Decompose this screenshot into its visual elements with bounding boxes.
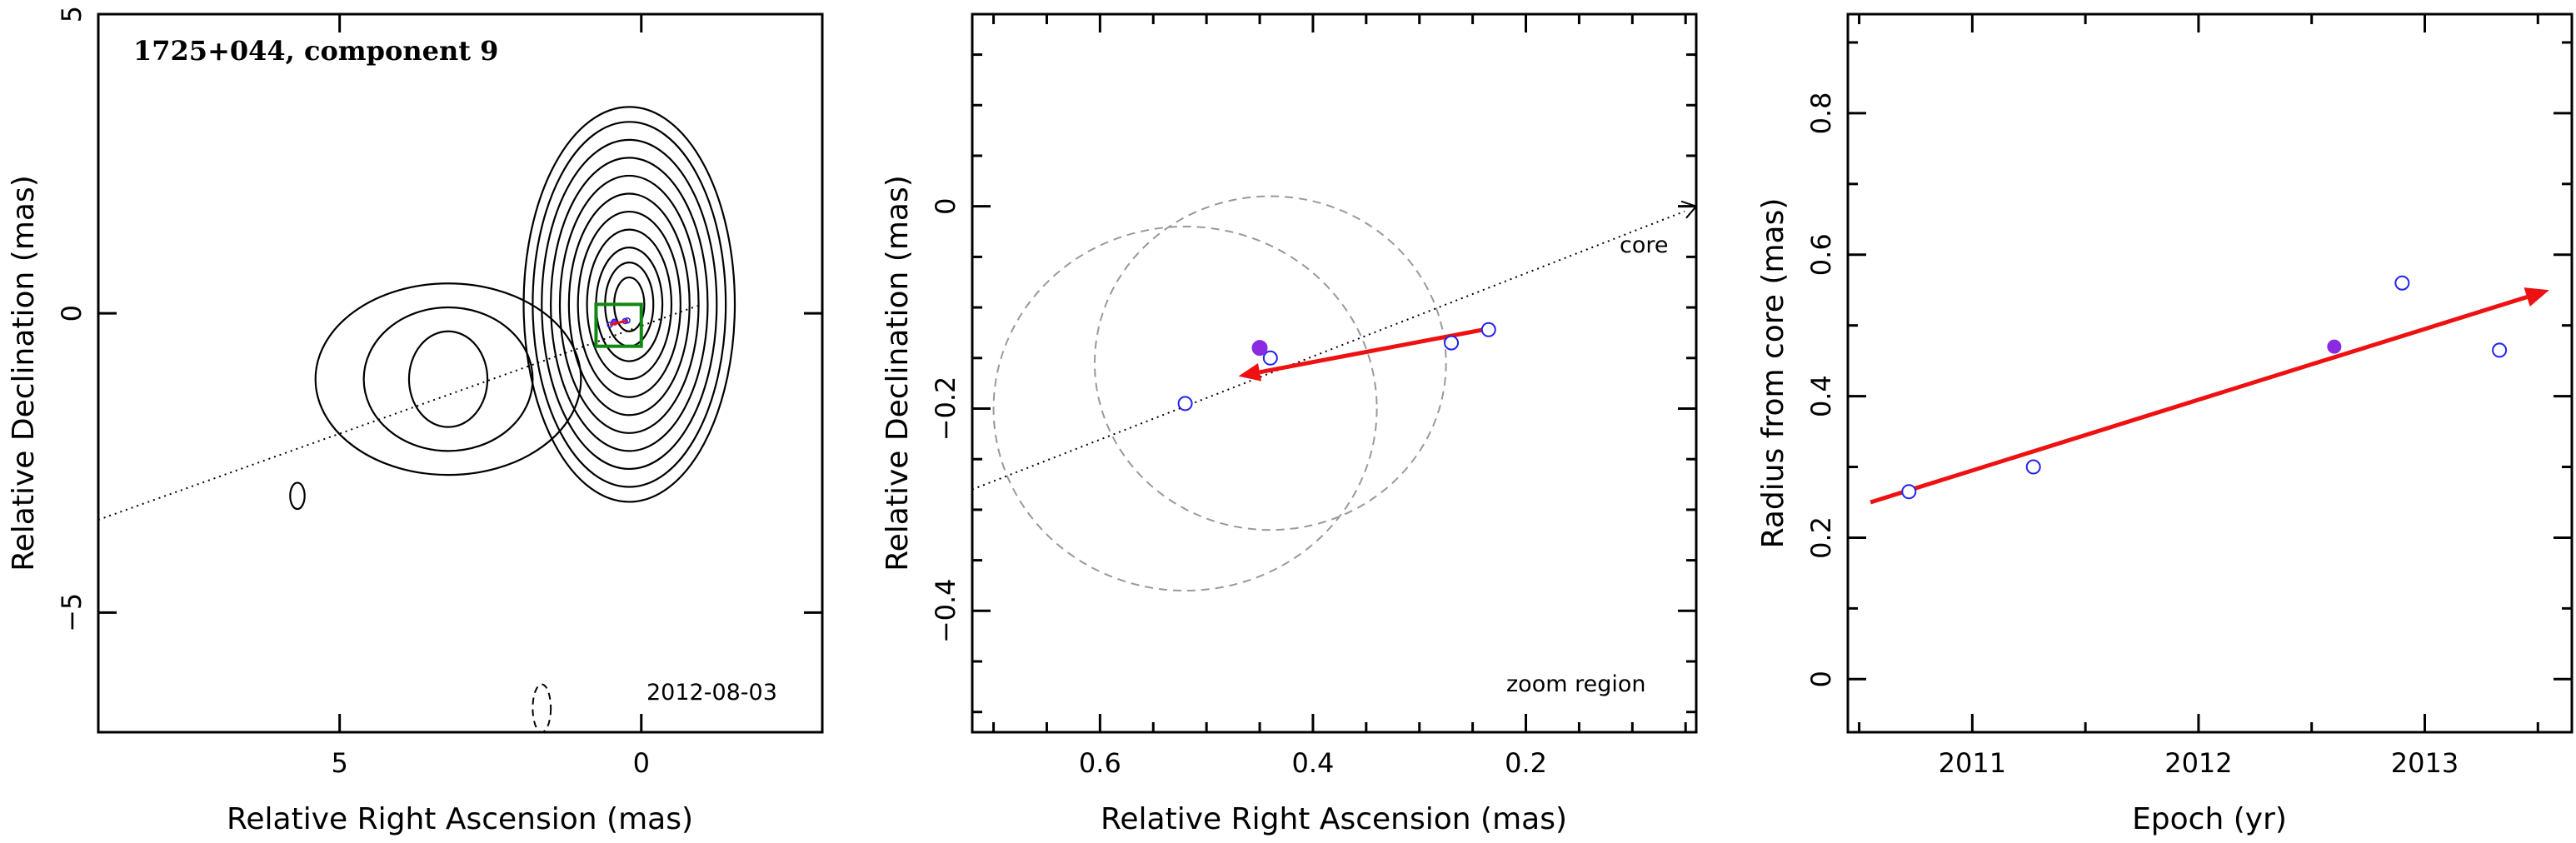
x-tick-label: 2011	[1939, 747, 2006, 779]
zoom-y-axis-label: Relative Declination (mas)	[881, 175, 915, 571]
contour-y-ticks: 5 0 −5	[56, 6, 822, 632]
contour-line-core	[558, 174, 700, 434]
zoom-region-label: zoom region	[1506, 671, 1645, 697]
contour-x-axis-label: Relative Right Ascension (mas)	[227, 802, 693, 836]
radius-plot-frame	[1846, 12, 2574, 734]
core-direction-arrowhead	[1680, 200, 1698, 219]
zoom-box	[594, 302, 643, 348]
radius-point-open	[2394, 275, 2410, 291]
y-tick-label: −5	[56, 593, 87, 632]
contour-plot-frame	[97, 12, 824, 734]
position-point-open	[1262, 350, 1278, 366]
zoom-plot-area	[971, 195, 1698, 592]
zoom-y-ticks: 0 −0.2 −0.4	[930, 53, 1696, 714]
x-tick-label: 0	[633, 747, 650, 779]
y-tick-label: 5	[56, 6, 87, 22]
motion-arrow-shaft	[1259, 325, 1495, 375]
y-tick-label: 0	[56, 305, 87, 322]
beam-circle	[992, 225, 1378, 592]
zoom-x-axis-label: Relative Right Ascension (mas)	[1101, 802, 1567, 836]
radius-y-ticks: 0 0.2 0.4 0.6 0.8	[1805, 41, 2572, 687]
y-tick-label: −0.2	[930, 377, 961, 441]
position-point-open	[1177, 396, 1193, 412]
contour-line-isolated	[289, 481, 306, 511]
radius-plot-area	[1870, 275, 2549, 505]
contour-line-core	[522, 106, 736, 503]
fit-arrow-head	[2524, 287, 2549, 307]
contour-y-axis-label: Relative Declination (mas)	[7, 175, 41, 571]
y-tick-label: 0.8	[1805, 92, 1837, 134]
radius-point-open	[2492, 342, 2508, 358]
epoch-date-label: 2012-08-03	[646, 680, 777, 706]
radius-y-axis-label: Radius from core (mas)	[1756, 198, 1790, 549]
x-tick-label: 0.2	[1505, 747, 1547, 779]
position-point-filled	[1251, 340, 1268, 357]
motion-arrow-head	[1238, 362, 1262, 382]
contour-line-extended	[407, 330, 489, 428]
position-point-open	[1444, 335, 1460, 351]
position-point-open	[1480, 322, 1496, 337]
y-tick-label: −0.4	[930, 578, 961, 643]
contour-line-extended	[314, 282, 582, 476]
contour-line-core	[586, 228, 673, 381]
contour-line-core	[541, 138, 718, 471]
y-tick-label: 0	[1805, 671, 1837, 687]
core-direction-line	[971, 210, 1685, 491]
y-tick-label: 0.4	[1805, 375, 1837, 417]
x-tick-label: 0.6	[1079, 747, 1121, 779]
zoom-plot-frame	[971, 12, 1698, 734]
contour-line-extended	[362, 306, 534, 452]
zoom-x-ticks: 0.6 0.4 0.2	[992, 14, 1687, 779]
radius-x-ticks: 2011 2012 2013	[1858, 14, 2539, 779]
fit-arrow-shaft	[1870, 295, 2528, 505]
motion-marker	[609, 319, 628, 327]
zoom-region-panel: 0.6 0.4 0.2 0 −0.2 −0.4 zoom region core Rel…	[881, 12, 1698, 836]
y-tick-label: 0.2	[1805, 516, 1837, 559]
x-tick-label: 0.4	[1291, 747, 1334, 779]
contour-line-core	[567, 192, 691, 417]
contour-plot-area	[97, 106, 736, 733]
core-direction-label: core	[1620, 232, 1668, 258]
beam-ellipse	[532, 683, 552, 733]
x-tick-label: 2012	[2164, 747, 2232, 779]
jet-axis-line	[97, 303, 702, 521]
contour-panel-title: 1725+044, component 9	[133, 35, 498, 67]
beam-circle	[1093, 195, 1447, 531]
y-tick-label: 0	[930, 197, 961, 214]
radius-epoch-panel: 2011 2012 2013 0 0.2 0.4 0.6 0.8 Epoch (yr) Ra…	[1756, 12, 2574, 836]
contour-line-core	[577, 210, 681, 398]
radius-point-filled	[2327, 339, 2342, 354]
contour-line-core	[550, 157, 709, 452]
radius-point-open	[1901, 484, 1917, 500]
radius-x-axis-label: Epoch (yr)	[2132, 802, 2287, 836]
x-tick-label: 5	[331, 747, 347, 779]
y-tick-label: 0.6	[1805, 233, 1837, 276]
x-tick-label: 2013	[2391, 747, 2459, 779]
radius-point-open	[2025, 459, 2041, 475]
